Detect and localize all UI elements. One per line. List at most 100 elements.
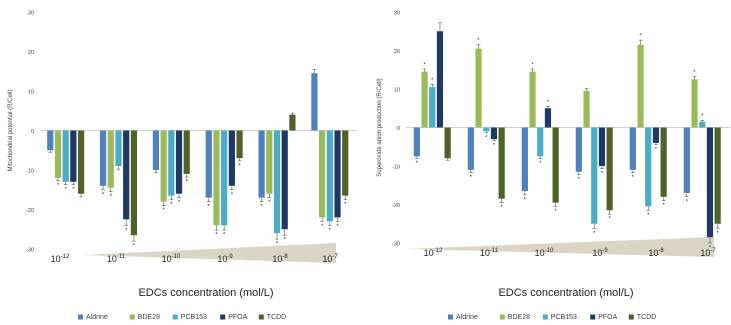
bar-pfoa-2 [123, 131, 129, 220]
category-exponent: -8 [282, 254, 288, 260]
category-base: 10 [322, 254, 332, 264]
bar-pfoa-1 [70, 131, 76, 182]
significance-star: * [162, 208, 165, 214]
y-axis-label: Mitochondrial potential (R/Cell) [8, 89, 14, 171]
significance-star: * [470, 175, 473, 181]
bar-tcdd-5 [289, 115, 295, 131]
legend-swatch-tcdd [259, 315, 264, 320]
significance-star: * [238, 163, 241, 169]
significance-star: * [686, 199, 689, 205]
category-exponent: -12 [434, 248, 443, 254]
significance-star: * [655, 147, 658, 153]
bar-pfoa-6 [334, 131, 340, 218]
bar-aldrine-2 [468, 128, 474, 170]
bar-pcb153-5 [645, 128, 651, 207]
significance-star: * [500, 205, 503, 211]
legend-label-pfoa: PFOA [228, 314, 247, 320]
category-base: 10 [480, 248, 490, 258]
bar-pcb153-1 [429, 87, 435, 127]
significance-star: * [477, 38, 480, 44]
y-tick-label: 20 [28, 50, 34, 56]
y-tick-label: 30 [28, 11, 34, 17]
category-exponent: -10 [545, 248, 554, 254]
significance-star: * [208, 204, 211, 210]
bar-bde28-5 [266, 131, 272, 194]
x-category-label: 10-12 [424, 248, 443, 258]
bar-aldrine-3 [153, 131, 159, 171]
bar-aldrine-6 [311, 73, 317, 130]
category-exponent: -9 [227, 254, 233, 260]
significance-star: * [639, 34, 642, 40]
significance-star: * [593, 231, 596, 237]
significance-star: * [321, 224, 324, 230]
legend-swatch-pcb153 [173, 315, 178, 320]
bar-pcb153-4 [221, 131, 227, 226]
bar-tcdd-6 [342, 131, 348, 196]
legend-swatch-pfoa [590, 315, 595, 320]
category-exponent: -10 [172, 254, 181, 260]
significance-star: * [64, 187, 67, 193]
significance-star: * [72, 187, 75, 193]
bar-bde28-4 [213, 131, 219, 226]
legend-swatch-bde28 [500, 315, 505, 320]
significance-star: * [231, 192, 234, 198]
x-axis-title: EDCs concentration (mol/L) [498, 287, 633, 299]
significance-star: * [125, 228, 128, 234]
category-base: 10 [107, 254, 117, 264]
significance-star: * [539, 161, 542, 167]
bar-tcdd-1 [445, 128, 451, 159]
bar-tcdd-6 [715, 128, 721, 224]
significance-star: * [57, 183, 60, 189]
chart-panel-2: 30 20 10 0 -10 -20 -30 Superoxide anion product… [377, 11, 730, 321]
bar-pcb153-3 [168, 131, 174, 196]
significance-star: * [329, 228, 332, 234]
significance-star: * [701, 114, 704, 120]
significance-star: * [493, 143, 496, 149]
category-exponent: -7 [332, 254, 338, 260]
category-base: 10 [592, 248, 602, 258]
bar-bde28-6 [319, 131, 325, 218]
bar-pcb153-3 [537, 128, 543, 157]
x-category-label: 10-12 [51, 254, 70, 264]
bar-pcb153-6 [327, 131, 333, 222]
bar-aldrine-1 [47, 131, 53, 151]
significance-star: * [608, 217, 611, 223]
significance-star: * [647, 213, 650, 219]
bar-pfoa-3 [176, 131, 182, 194]
legend-swatch-aldrine [78, 315, 83, 320]
significance-star: * [423, 62, 426, 68]
y-tick-label: 10 [28, 90, 34, 96]
bar-pfoa-2 [491, 128, 497, 140]
x-category-label: 10-10 [535, 248, 554, 258]
bar-tcdd-3 [553, 128, 559, 203]
chart-legend: Aldrine BDE28 PCB153 PFOA TCDD [78, 314, 286, 320]
bar-pfoa-4 [599, 128, 605, 167]
significance-star: * [716, 231, 719, 237]
bar-bde28-5 [637, 45, 643, 128]
significance-star: * [485, 135, 488, 141]
x-category-label: 10-9 [217, 254, 233, 264]
category-exponent: -11 [490, 248, 499, 254]
bar-pfoa-1 [437, 31, 443, 127]
significance-star: * [416, 161, 419, 167]
category-exponent: -8 [658, 248, 664, 254]
bar-bde28-2 [475, 49, 481, 128]
bar-aldrine-5 [630, 128, 636, 170]
bar-bde28-6 [691, 79, 697, 127]
category-base: 10 [700, 248, 710, 258]
significance-star: * [223, 233, 226, 239]
significance-star: * [268, 200, 271, 206]
significance-star: * [178, 200, 181, 206]
bar-tcdd-2 [131, 131, 137, 236]
y-tick-label: -20 [26, 208, 34, 214]
significance-star: * [170, 202, 173, 208]
y-tick-label: 30 [394, 11, 400, 17]
legend-label-pcb153: PCB153 [181, 314, 207, 320]
bar-bde28-3 [529, 72, 535, 128]
significance-star: * [110, 194, 113, 200]
significance-star: * [260, 204, 263, 210]
x-axis-title: EDCs concentration (mol/L) [138, 287, 273, 299]
significance-star: * [554, 209, 557, 215]
